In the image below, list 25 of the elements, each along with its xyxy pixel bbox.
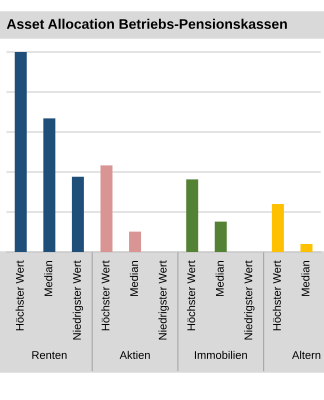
bar xyxy=(14,52,27,252)
x-tick-label: Median xyxy=(301,261,310,296)
x-tick-label: Höchster Wert xyxy=(16,260,24,330)
x-tick-label: Höchster Wert xyxy=(272,260,281,330)
text: Altern xyxy=(292,350,320,359)
chart-title: Asset Allocation Betriebs-Pensionskassen xyxy=(6,18,287,29)
x-tick-label: Niedrigster Wert xyxy=(244,260,255,340)
x-tick-label: Median xyxy=(216,261,224,296)
bar xyxy=(214,222,227,252)
bar xyxy=(272,204,284,252)
bar xyxy=(300,244,312,252)
x-tick-label: Median xyxy=(44,261,52,296)
x-tick-label: Niedrigster Wert xyxy=(72,260,84,340)
x-tick-label: Median xyxy=(130,261,138,296)
text: Immobilien xyxy=(194,350,247,359)
x-tick-label: Höchster Wert xyxy=(187,260,196,330)
x-tick-label: Niedrigster Wert xyxy=(158,260,169,340)
text: Renten xyxy=(32,351,67,359)
text: Aktien xyxy=(120,350,150,359)
bar xyxy=(129,232,142,252)
bar xyxy=(100,165,112,252)
bar xyxy=(186,179,198,252)
bar xyxy=(72,176,84,252)
bar xyxy=(43,118,56,252)
x-tick-label: Höchster Wert xyxy=(101,260,110,330)
